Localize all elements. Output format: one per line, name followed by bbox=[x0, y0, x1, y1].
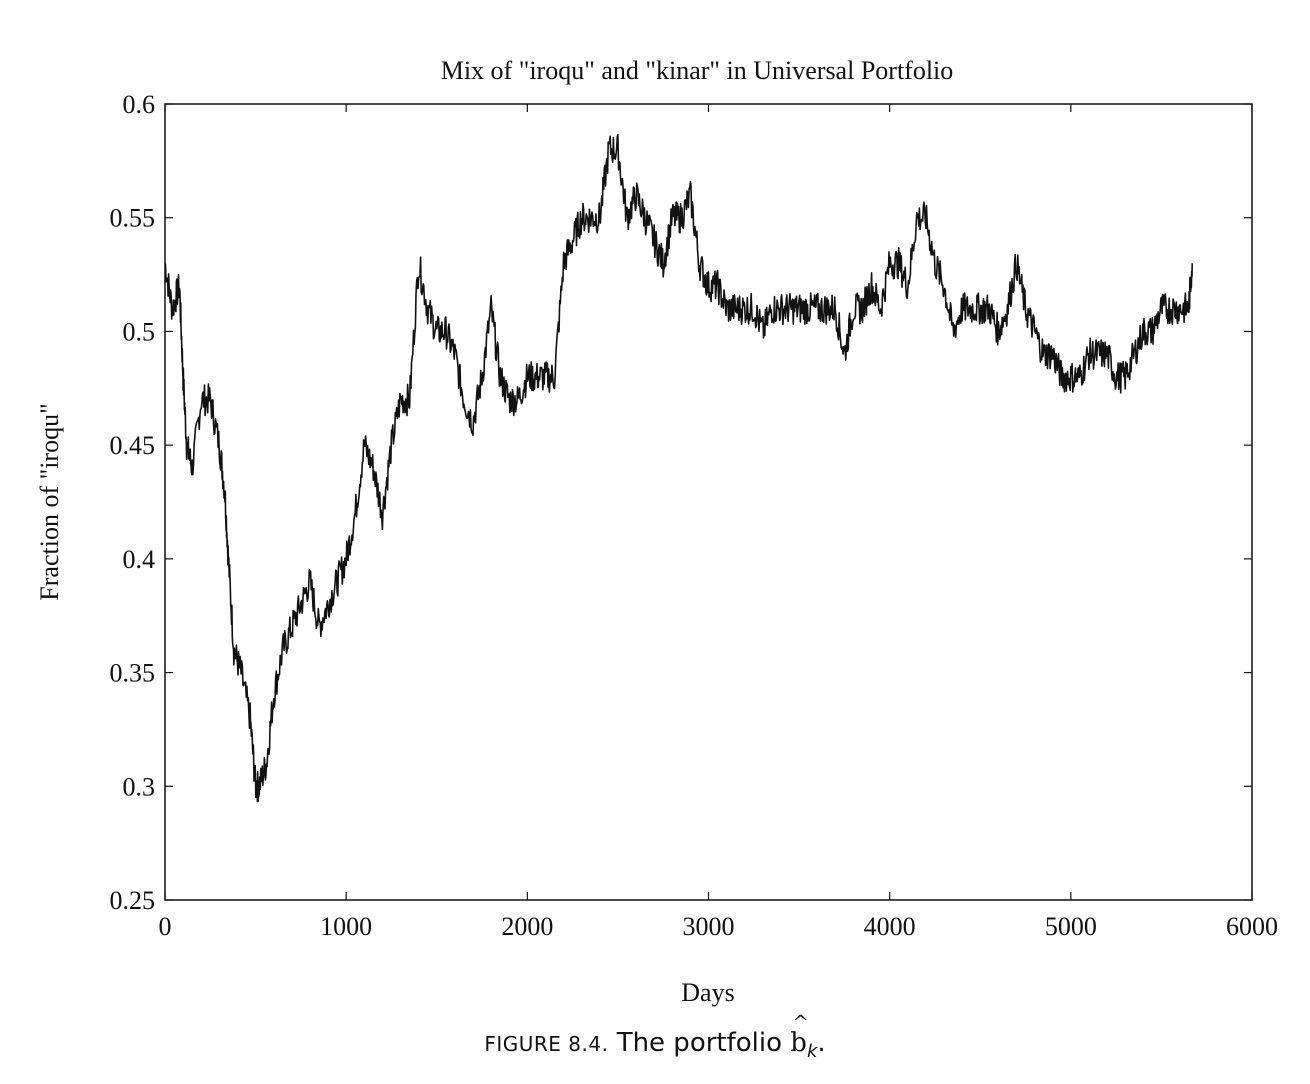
x-axis-label: Days bbox=[681, 978, 734, 1007]
y-tick-label: 0.6 bbox=[123, 90, 156, 119]
plot-frame bbox=[164, 103, 1253, 901]
x-tick-label: 1000 bbox=[320, 912, 372, 941]
y-tick-label: 0.45 bbox=[110, 431, 156, 460]
series-line bbox=[164, 133, 1193, 803]
x-tick-label: 4000 bbox=[864, 912, 916, 941]
y-tick-label: 0.55 bbox=[110, 204, 156, 233]
y-tick-label: 0.5 bbox=[123, 317, 156, 346]
y-tick-label: 0.35 bbox=[110, 659, 156, 688]
y-tick-label: 0.4 bbox=[123, 545, 156, 574]
x-tick-label: 5000 bbox=[1045, 912, 1097, 941]
x-tick-label: 2000 bbox=[501, 912, 553, 941]
x-tick-label: 0 bbox=[159, 912, 172, 941]
caption-text: The portfolio bbox=[616, 1028, 783, 1058]
x-tick-label: 6000 bbox=[1226, 912, 1278, 941]
y-tick-label: 0.25 bbox=[110, 886, 156, 915]
chart-title: Mix of "iroqu" and "kinar" in Universal … bbox=[441, 56, 954, 85]
portfolio-symbol: b bbox=[790, 1010, 808, 1058]
x-tick-label: 3000 bbox=[683, 912, 735, 941]
figure-label: FIGURE 8.4. bbox=[484, 1032, 609, 1056]
figure-caption: FIGURE 8.4. The portfolio bk. bbox=[0, 1010, 1310, 1062]
y-axis-label: Fraction of "iroqu" bbox=[35, 403, 64, 600]
portfolio-subscript: k bbox=[806, 1041, 818, 1062]
y-tick-label: 0.3 bbox=[123, 772, 156, 801]
